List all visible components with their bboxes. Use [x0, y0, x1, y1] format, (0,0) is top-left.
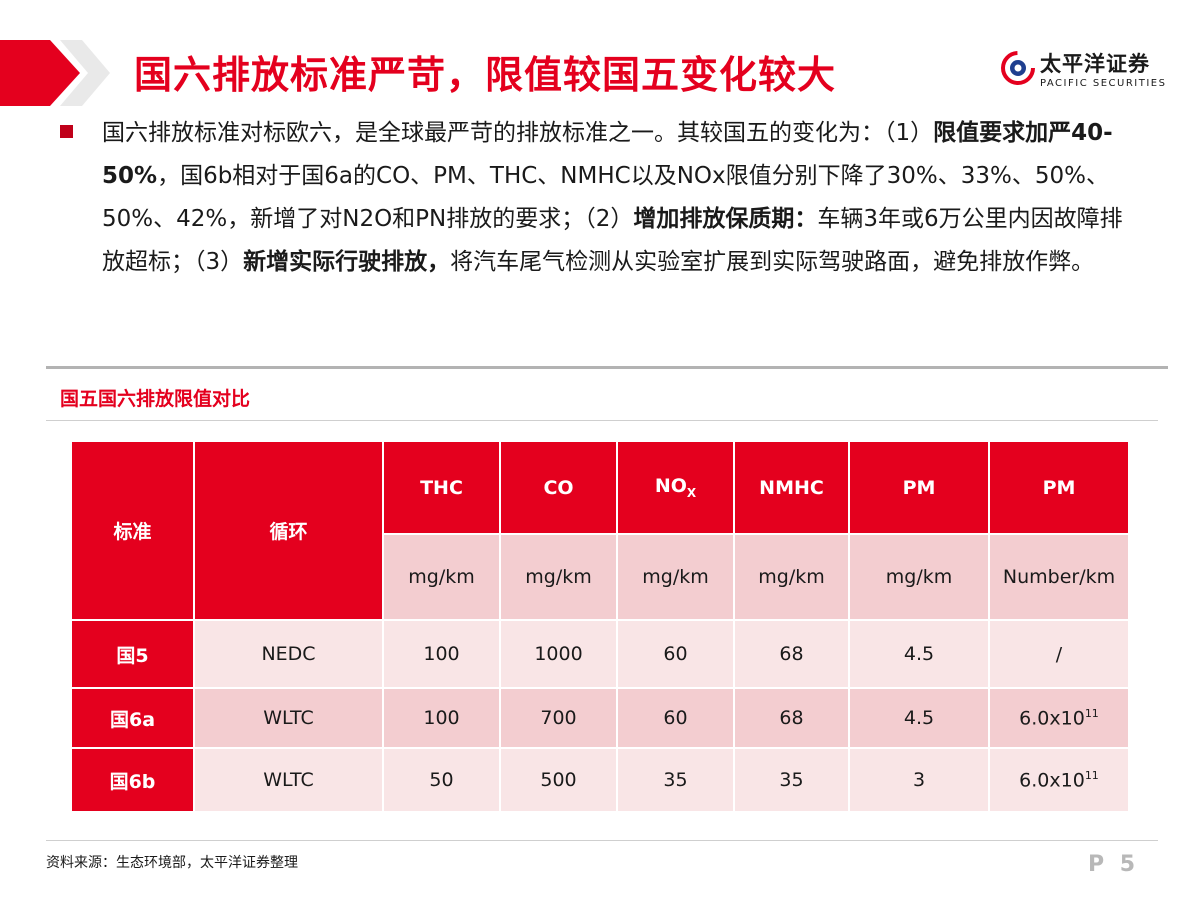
- section-title: 国五国六排放限值对比: [60, 388, 251, 410]
- row-pn: 6.0x1011: [990, 689, 1128, 747]
- unit-thc: mg/km: [384, 535, 499, 619]
- row-cycle: WLTC: [195, 689, 382, 747]
- header-nox: NOX: [618, 442, 733, 533]
- row-co: 1000: [501, 621, 616, 687]
- bullet-paragraph: 国六排放标准对标欧六，是全球最严苛的排放标准之一。其较国五的变化为：（1）限值要…: [102, 112, 1142, 284]
- table-row: 国5 NEDC 100 1000 60 68 4.5 /: [72, 621, 1128, 687]
- row-pn-exponent: 11: [1084, 706, 1099, 720]
- para-text-3: 车辆3年或6万公里内因故障排放超标；（3）: [102, 206, 1123, 275]
- header-co: CO: [501, 442, 616, 533]
- row-standard: 国5: [72, 621, 193, 687]
- emission-limits-table: 标准 循环 THC CO NOX NMHC PM PM mg/km mg/km …: [70, 440, 1130, 813]
- row-cycle: NEDC: [195, 621, 382, 687]
- row-thc: 100: [384, 689, 499, 747]
- para-text-1: 国六排放标准对标欧六，是全球最严苛的排放标准之一。其较国五的变化为：（1）: [102, 120, 934, 146]
- row-standard: 国6a: [72, 689, 193, 747]
- table-row: 国6b WLTC 50 500 35 35 3 6.0x1011: [72, 749, 1128, 811]
- row-pm: 4.5: [850, 621, 988, 687]
- unit-pm-mass: mg/km: [850, 535, 988, 619]
- bullet-square-icon: [60, 125, 73, 138]
- row-pm: 4.5: [850, 689, 988, 747]
- row-nmhc: 68: [735, 621, 848, 687]
- logo-mark-icon: [1001, 51, 1035, 85]
- para-bold-3: 新增实际行驶排放，: [243, 249, 451, 275]
- header-nox-main: NO: [654, 475, 687, 498]
- section-divider-top: [46, 366, 1168, 369]
- para-text-2: ，国6b相对于国6a的CO、PM、THC、NMHC以及NOx限值分别下降了30%…: [102, 163, 1109, 232]
- logo-english-name: PACIFIC SECURITIES: [1040, 78, 1167, 89]
- header-chevron-decoration: [0, 40, 110, 106]
- section-divider-bottom: [46, 420, 1158, 421]
- logo-chinese-name: 太平洋证券: [1040, 52, 1150, 76]
- row-pn-value: /: [1055, 643, 1063, 666]
- unit-nox: mg/km: [618, 535, 733, 619]
- data-source-note: 资料来源：生态环境部，太平洋证券整理: [46, 855, 298, 871]
- header-cycle: 循环: [195, 442, 382, 619]
- page-number: P 5: [1088, 852, 1140, 877]
- unit-pm-number: Number/km: [990, 535, 1128, 619]
- table-row: 国6a WLTC 100 700 60 68 4.5 6.0x1011: [72, 689, 1128, 747]
- row-pn-value: 6.0x10: [1019, 769, 1085, 792]
- footer-divider: [46, 840, 1158, 841]
- page-title: 国六排放标准严苛，限值较国五变化较大: [134, 53, 837, 97]
- header-pm-mass: PM: [850, 442, 988, 533]
- para-bold-2: 增加排放保质期：: [633, 206, 818, 232]
- header-pm-number: PM: [990, 442, 1128, 533]
- unit-nmhc: mg/km: [735, 535, 848, 619]
- row-thc: 50: [384, 749, 499, 811]
- row-nmhc: 35: [735, 749, 848, 811]
- row-pn: /: [990, 621, 1128, 687]
- company-logo: 太平洋证券 PACIFIC SECURITIES: [1000, 48, 1175, 94]
- header-thc: THC: [384, 442, 499, 533]
- header-standard: 标准: [72, 442, 193, 619]
- row-pn-value: 6.0x10: [1019, 707, 1085, 730]
- row-pn: 6.0x1011: [990, 749, 1128, 811]
- row-pm: 3: [850, 749, 988, 811]
- row-co: 700: [501, 689, 616, 747]
- para-bold-1: 限值要求加严40-50%: [102, 120, 1113, 189]
- row-nmhc: 68: [735, 689, 848, 747]
- header-nmhc: NMHC: [735, 442, 848, 533]
- row-standard: 国6b: [72, 749, 193, 811]
- row-co: 500: [501, 749, 616, 811]
- unit-co: mg/km: [501, 535, 616, 619]
- header-nox-sub: X: [686, 485, 697, 500]
- row-thc: 100: [384, 621, 499, 687]
- row-nox: 60: [618, 689, 733, 747]
- para-text-4: 将汽车尾气检测从实验室扩展到实际驾驶路面，避免排放作弊。: [450, 249, 1095, 275]
- row-pn-exponent: 11: [1084, 768, 1099, 782]
- row-nox: 35: [618, 749, 733, 811]
- row-cycle: WLTC: [195, 749, 382, 811]
- row-nox: 60: [618, 621, 733, 687]
